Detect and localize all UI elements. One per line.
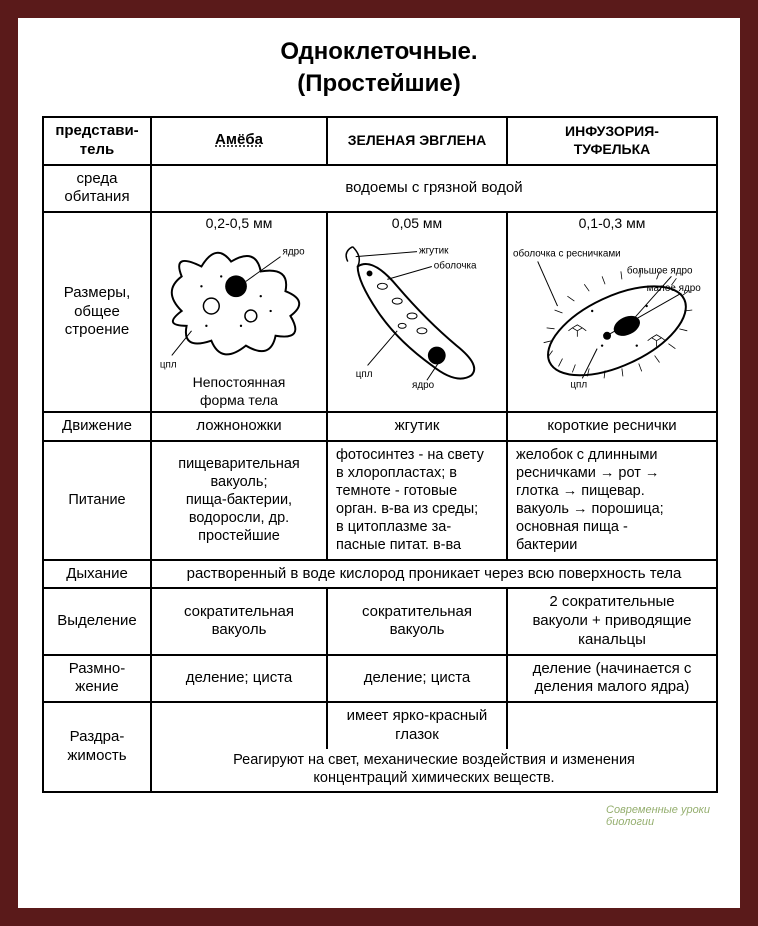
structure-row: Размеры, общее строение 0,2-0,5 мм ядро … [43, 212, 717, 412]
header-row: представи- тель Амёба Зеленая эвглена Ин… [43, 117, 717, 165]
habitat-row: среда обитания водоемы с грязной водой [43, 165, 717, 213]
header-euglena: Зеленая эвглена [327, 117, 507, 165]
amoeba-diagram-cell: 0,2-0,5 мм ядро цпл Непостоянная форма т… [151, 212, 327, 412]
reproduction-label: Размно- жение [43, 655, 151, 703]
header-representative: представи- тель [43, 117, 151, 165]
excretion-label: Выделение [43, 588, 151, 654]
svg-text:ядро: ядро [283, 247, 306, 258]
irritability-label: Раздра- жимость [43, 702, 151, 792]
irritability-euglena: имеет ярко-красный глазок [327, 702, 507, 749]
euglena-size: 0,05 мм [328, 215, 506, 233]
svg-text:оболочка с ресничками: оболочка с ресничками [513, 249, 621, 260]
nutrition-paramecium: желобок с длинными ресничками → рот → гл… [507, 441, 717, 560]
habitat-value: водоемы с грязной водой [151, 165, 717, 213]
excretion-amoeba: сократительная вакуоль [151, 588, 327, 654]
svg-text:цпл: цпл [570, 379, 587, 390]
reproduction-row: Размно- жение деление; циста деление; ци… [43, 655, 717, 703]
nutrition-euglena: фотосинтез - на свету в хлоропластах; в … [327, 441, 507, 560]
svg-text:оболочка: оболочка [434, 260, 477, 271]
euglena-diagram-cell: 0,05 мм жгутик оболочка цпл [327, 212, 507, 412]
movement-label: Движение [43, 412, 151, 441]
svg-text:жгутик: жгутик [419, 246, 449, 257]
page-container: Одноклеточные. (Простейшие) представи- т… [18, 18, 740, 908]
comparison-table: представи- тель Амёба Зеленая эвглена Ин… [42, 116, 718, 793]
watermark: Современные уроки биологии [606, 804, 710, 828]
nutrition-row: Питание пищеварительная вакуоль; пища-ба… [43, 441, 717, 560]
excretion-euglena: сократительная вакуоль [327, 588, 507, 654]
movement-amoeba: ложноножки [151, 412, 327, 441]
title-line2: (Простейшие) [42, 70, 716, 98]
paramecium-diagram: оболочка с ресничками большое ядро малое… [508, 231, 716, 391]
irritability-amoeba [151, 702, 327, 749]
euglena-diagram: жгутик оболочка цпл ядро [328, 231, 506, 391]
title-line1: Одноклеточные. [42, 38, 716, 66]
irritability-bottom: Реагируют на свет, механические воздейст… [151, 749, 717, 792]
respiration-label: Дыхание [43, 560, 151, 589]
header-amoeba: Амёба [151, 117, 327, 165]
movement-paramecium: короткие реснички [507, 412, 717, 441]
respiration-row: Дыхание растворенный в воде кислород про… [43, 560, 717, 589]
excretion-paramecium: 2 сократительные вакуоли + приводящие ка… [507, 588, 717, 654]
svg-text:ядро: ядро [412, 380, 435, 391]
svg-text:цпл: цпл [160, 359, 177, 370]
header-paramecium: Инфузория- туфелька [507, 117, 717, 165]
nutrition-amoeba: пищеварительная вакуоль; пища-бактерии, … [151, 441, 327, 560]
svg-text:большое ядро: большое ядро [627, 265, 693, 276]
amoeba-diagram: ядро цпл [152, 231, 326, 391]
irritability-paramecium [507, 702, 717, 749]
movement-row: Движение ложноножки жгутик короткие ресн… [43, 412, 717, 441]
structure-label: Размеры, общее строение [43, 212, 151, 412]
amoeba-caption: Непостоянная форма тела [152, 374, 326, 409]
irritability-row-top: Раздра- жимость имеет ярко-красный глазо… [43, 702, 717, 749]
excretion-row: Выделение сократительная вакуоль сократи… [43, 588, 717, 654]
habitat-label: среда обитания [43, 165, 151, 213]
amoeba-size: 0,2-0,5 мм [152, 215, 326, 233]
reproduction-amoeba: деление; циста [151, 655, 327, 703]
svg-text:малое ядро: малое ядро [647, 283, 702, 294]
paramecium-diagram-cell: 0,1-0,3 мм [507, 212, 717, 412]
respiration-value: растворенный в воде кислород проникает ч… [151, 560, 717, 589]
svg-text:цпл: цпл [356, 369, 373, 380]
nutrition-label: Питание [43, 441, 151, 560]
movement-euglena: жгутик [327, 412, 507, 441]
reproduction-paramecium: деление (начинается с деления малого ядр… [507, 655, 717, 703]
paramecium-size: 0,1-0,3 мм [508, 215, 716, 233]
reproduction-euglena: деление; циста [327, 655, 507, 703]
